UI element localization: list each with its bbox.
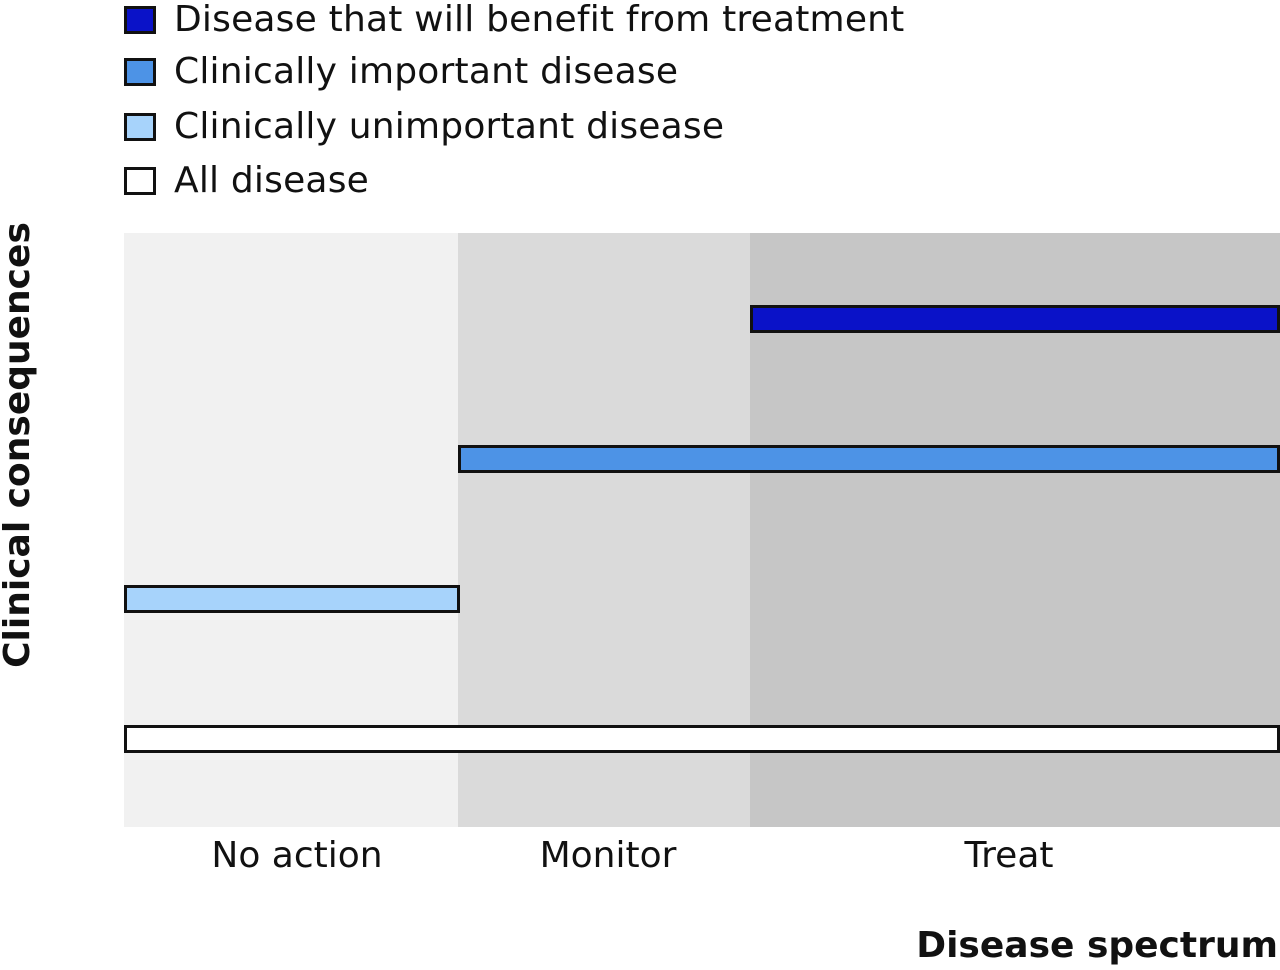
zone-label-no-action: No action (211, 835, 383, 876)
disease-spectrum-diagram (124, 233, 1280, 827)
bar-disease-benefit-from-treatment (750, 305, 1280, 333)
zone-label-monitor: Monitor (539, 835, 677, 876)
square-swatch-icon (124, 167, 156, 195)
legend-label: Disease that will benefit from treatment (174, 0, 905, 40)
x-axis-label: Disease spectrum (916, 925, 1278, 966)
legend-label: All disease (174, 160, 369, 201)
legend-item-all-disease: All disease (124, 161, 369, 201)
bar-clinically-unimportant-disease (124, 585, 460, 613)
bar-clinically-important-disease (458, 445, 1280, 473)
legend-item-clinically-unimportant: Clinically unimportant disease (124, 107, 724, 147)
legend-label: Clinically important disease (174, 51, 679, 92)
y-axis-label: Clinical consequences (0, 222, 38, 668)
square-swatch-icon (124, 113, 156, 141)
legend-item-benefit-from-treatment: Disease that will benefit from treatment (124, 0, 905, 40)
bar-all-disease (124, 725, 1280, 753)
square-swatch-icon (124, 6, 156, 34)
zone-label-treat: Treat (964, 835, 1054, 876)
legend-item-clinically-important: Clinically important disease (124, 52, 678, 92)
square-swatch-icon (124, 58, 156, 86)
legend-label: Clinically unimportant disease (174, 106, 725, 147)
